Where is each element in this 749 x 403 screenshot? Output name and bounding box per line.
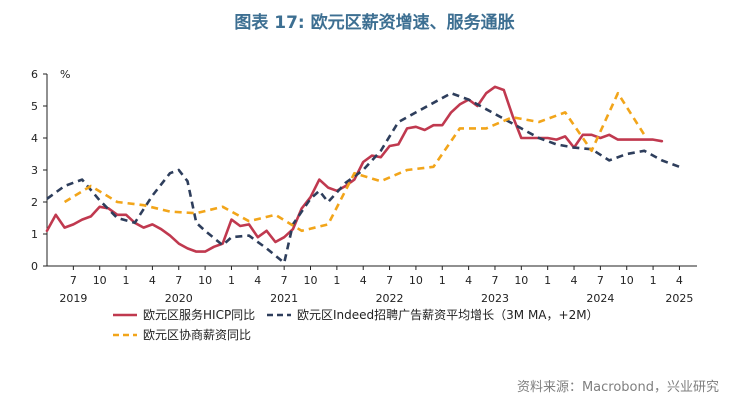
x-tick-label: 10: [198, 274, 212, 287]
x-tick-label: 4: [571, 274, 578, 287]
x-tick-label: 7: [597, 274, 604, 287]
x-year-label: 2019: [59, 292, 87, 305]
y-tick-label: 6: [31, 68, 38, 81]
x-tick-label: 4: [465, 274, 472, 287]
series-layer: [45, 85, 680, 265]
x-tick-label: 7: [386, 274, 393, 287]
x-tick-label: 1: [544, 274, 551, 287]
x-tick-label: 4: [676, 274, 683, 287]
x-tick-label: 4: [149, 274, 156, 287]
x-tick-label: 7: [70, 274, 77, 287]
legend: 欧元区服务HICP同比 欧元区Indeed招聘广告薪资平均增长（3M MA，+2M…: [113, 307, 599, 342]
legend-label-3: 欧元区协商薪资同比: [143, 327, 251, 342]
x-tick-label: 1: [439, 274, 446, 287]
x-tick-label: 1: [228, 274, 235, 287]
x-tick-label: 4: [254, 274, 261, 287]
x-tick-label: 10: [514, 274, 528, 287]
y-unit-label: %: [60, 68, 70, 81]
series-line-1: [45, 85, 664, 253]
y-tick-label: 1: [31, 228, 38, 241]
legend-label-2: 欧元区Indeed招聘广告薪资平均增长（3M MA，+2M）: [297, 308, 599, 322]
y-tick-label: 5: [31, 100, 38, 113]
y-tick-label: 0: [31, 260, 38, 273]
x-tick-label: 7: [491, 274, 498, 287]
x-tick-label: 10: [409, 274, 423, 287]
x-tick-label: 7: [281, 274, 288, 287]
series-line-2: [46, 91, 680, 265]
x-year-label: 2021: [270, 292, 298, 305]
x-year-label: 2023: [481, 292, 509, 305]
x-tick-label: 10: [620, 274, 634, 287]
source-note: 资料来源：Macrobond，兴业研究: [516, 380, 719, 395]
x-tick-label: 10: [304, 274, 318, 287]
x-year-label: 2020: [165, 292, 193, 305]
x-tick-label: 1: [333, 274, 340, 287]
series-line-3: [63, 91, 646, 233]
x-year-label: 2022: [376, 292, 404, 305]
x-tick-label: 7: [175, 274, 182, 287]
x-tick-label: 4: [360, 274, 367, 287]
y-tick-label: 4: [31, 132, 38, 145]
axes-layer: 0 1 2 3 4 5 6 7 10 1 4 7 10 1 4 7 10 1 4 7 10 1 4 7 10 1 4 7 10 1 4 201…: [31, 68, 697, 305]
x-tick-label: 1: [650, 274, 657, 287]
y-tick-label: 3: [31, 164, 38, 177]
x-tick-label: 1: [123, 274, 130, 287]
x-year-label: 2025: [665, 292, 693, 305]
x-tick-label: 10: [93, 274, 107, 287]
chart-title: 图表 17: 欧元区薪资增速、服务通胀: [234, 13, 515, 33]
x-year-label: 2024: [586, 292, 614, 305]
legend-label-1: 欧元区服务HICP同比: [143, 307, 255, 322]
y-tick-label: 2: [31, 196, 38, 209]
